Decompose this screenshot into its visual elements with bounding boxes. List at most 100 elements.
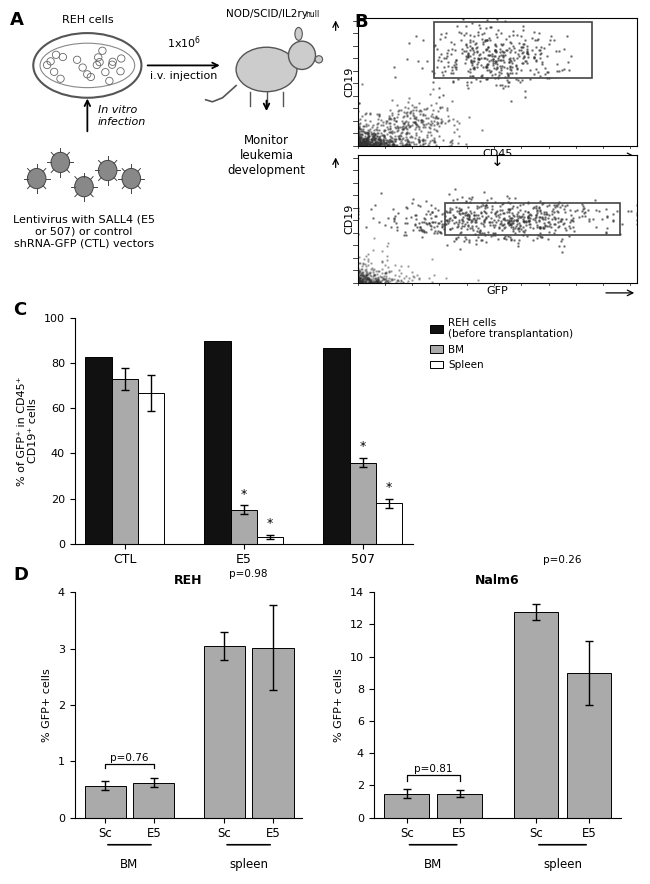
Point (439, 222, 449, 236)
Point (493, 213, 504, 227)
Point (466, 55, 476, 69)
Point (434, 50, 444, 65)
Point (523, 205, 534, 219)
Point (363, 133, 373, 148)
Point (532, 33, 542, 47)
Point (405, 119, 415, 133)
Point (430, 135, 441, 149)
Point (462, 205, 472, 219)
Point (353, 261, 363, 275)
Point (477, 68, 488, 82)
Point (378, 131, 389, 145)
Point (369, 198, 380, 212)
Point (465, 69, 475, 83)
Point (359, 133, 369, 147)
Point (359, 274, 370, 288)
Point (528, 51, 539, 65)
Point (368, 211, 378, 225)
Point (354, 139, 364, 153)
Point (353, 136, 363, 150)
Point (431, 96, 441, 110)
Point (512, 210, 522, 224)
Point (354, 128, 364, 142)
Bar (138, 392, 164, 544)
Point (389, 129, 400, 143)
Point (369, 137, 380, 151)
Point (398, 228, 409, 242)
Point (361, 272, 372, 286)
Point (454, 129, 464, 143)
Point (521, 54, 531, 68)
Point (508, 216, 518, 230)
Title: Nalm6: Nalm6 (475, 574, 519, 587)
Text: C: C (13, 301, 26, 318)
Point (355, 274, 365, 288)
Point (514, 50, 525, 64)
Point (547, 208, 557, 222)
Point (354, 138, 365, 152)
Point (373, 264, 384, 278)
Point (463, 110, 474, 124)
Point (357, 273, 367, 287)
Point (376, 136, 387, 150)
Point (478, 60, 488, 74)
Point (402, 133, 413, 148)
Point (406, 104, 417, 118)
Point (413, 135, 424, 149)
Point (389, 113, 399, 127)
Point (362, 129, 372, 143)
Point (466, 74, 476, 88)
Point (504, 60, 515, 74)
Point (434, 216, 444, 230)
Point (489, 194, 500, 209)
Point (354, 96, 364, 110)
Point (443, 114, 453, 128)
Point (353, 270, 363, 284)
Point (359, 136, 369, 150)
Point (354, 274, 364, 288)
Point (444, 113, 454, 127)
Point (362, 125, 372, 139)
Point (481, 43, 491, 57)
Point (367, 138, 378, 152)
Point (529, 67, 539, 81)
Point (376, 133, 386, 147)
Point (356, 122, 367, 136)
Point (370, 263, 381, 278)
Point (366, 133, 376, 147)
Point (379, 124, 389, 138)
Point (504, 204, 514, 218)
Point (534, 202, 544, 216)
Point (388, 137, 398, 151)
Point (391, 138, 401, 152)
Point (356, 274, 367, 288)
Point (498, 49, 508, 63)
Point (379, 129, 389, 143)
Point (359, 134, 370, 149)
Point (365, 122, 375, 136)
Point (367, 134, 378, 149)
Point (370, 271, 380, 286)
Text: BM: BM (120, 858, 138, 872)
Point (375, 135, 385, 149)
Point (453, 217, 463, 231)
Point (535, 225, 545, 240)
Point (377, 137, 387, 151)
Point (514, 35, 524, 50)
Point (403, 118, 413, 132)
Point (461, 26, 471, 40)
Point (355, 274, 365, 288)
Point (544, 37, 554, 51)
Point (442, 43, 452, 57)
Point (396, 122, 407, 136)
Point (485, 215, 495, 229)
Point (518, 23, 528, 37)
Point (358, 137, 369, 151)
Point (354, 138, 365, 152)
Point (354, 132, 365, 146)
Point (356, 272, 366, 286)
Point (466, 16, 476, 30)
Point (450, 210, 460, 224)
Point (478, 45, 488, 59)
Point (548, 202, 558, 217)
